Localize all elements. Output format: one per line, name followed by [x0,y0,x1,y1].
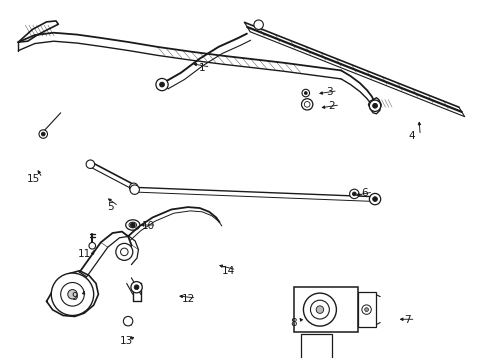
Circle shape [121,248,128,256]
Text: 8: 8 [290,318,297,328]
Circle shape [39,130,47,138]
Circle shape [160,82,164,87]
Circle shape [364,308,367,311]
Circle shape [301,99,312,110]
Circle shape [253,20,263,30]
Circle shape [131,282,142,293]
Circle shape [123,316,133,326]
Bar [357,292,375,327]
Text: 15: 15 [27,174,41,184]
Text: 9: 9 [71,292,78,302]
Text: 7: 7 [403,315,409,325]
Circle shape [349,189,358,199]
Text: 6: 6 [361,188,367,198]
Text: 5: 5 [107,202,113,212]
Circle shape [304,92,306,94]
Text: 1: 1 [198,63,205,73]
Bar [301,334,331,360]
Circle shape [304,102,309,107]
Circle shape [352,192,355,196]
Text: 2: 2 [328,101,334,111]
Text: 12: 12 [181,294,194,304]
Circle shape [51,273,94,315]
Circle shape [134,285,139,289]
Circle shape [315,306,323,313]
Circle shape [61,283,84,306]
Circle shape [368,193,380,205]
Circle shape [368,100,380,112]
Circle shape [68,289,77,299]
Circle shape [310,300,328,319]
Text: 11: 11 [78,249,91,259]
Text: 3: 3 [325,87,332,96]
Text: 14: 14 [221,266,234,276]
Circle shape [302,89,309,97]
Circle shape [41,132,45,136]
Circle shape [156,78,168,91]
Circle shape [116,243,133,260]
Circle shape [303,293,336,326]
Text: 10: 10 [141,221,154,231]
Bar [293,287,357,332]
Circle shape [130,185,139,194]
Circle shape [129,183,138,192]
Text: 4: 4 [407,131,414,141]
Circle shape [361,305,370,314]
Circle shape [86,160,95,168]
Text: 13: 13 [120,337,133,346]
Circle shape [372,103,377,108]
Circle shape [372,197,377,202]
Circle shape [132,185,135,189]
Circle shape [130,222,135,228]
Circle shape [89,242,95,249]
